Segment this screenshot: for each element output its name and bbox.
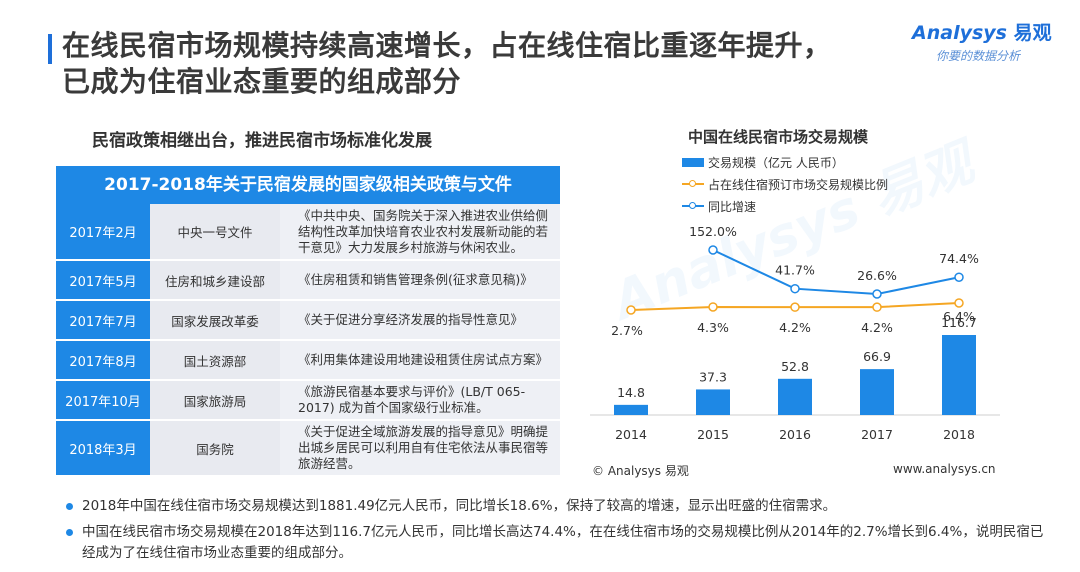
growth-value-label: 41.7% bbox=[775, 263, 815, 278]
policy-department: 国土资源部 bbox=[150, 340, 280, 381]
policy-row: 2017年5月 住房和城乡建设部 《住房租赁和销售管理条例(征求意见稿)》 bbox=[56, 260, 560, 301]
share-point bbox=[708, 302, 718, 312]
logo-slogan: 你要的数据分析 bbox=[936, 49, 1021, 63]
chart-title: 中国在线民宿市场交易规模 bbox=[688, 128, 869, 146]
policy-date: 2017年5月 bbox=[56, 260, 150, 301]
page-title-line2: 已成为住宿业态重要的组成部分 bbox=[62, 65, 462, 98]
summary-bullets: 2018年中国在线住宿市场交易规模达到1881.49亿元人民币，同比增长18.6… bbox=[66, 496, 1056, 569]
summary-bullet: 2018年中国在线住宿市场交易规模达到1881.49亿元人民币，同比增长18.6… bbox=[66, 496, 1056, 517]
policy-department: 住房和城乡建设部 bbox=[150, 260, 280, 301]
x-tick-label: 2014 bbox=[615, 427, 647, 442]
share-value-label: 6.4% bbox=[943, 309, 975, 324]
market-size-chart: 14.8 37.3 52.8 66.9 116.7 2014 2015 2016 2017 201… bbox=[590, 224, 1000, 442]
legend-label-share: 占在线住宿预订市场交易规模比例 bbox=[708, 177, 889, 192]
bar bbox=[696, 389, 730, 415]
policy-row: 2017年7月 国家发展改革委 《关于促进分享经济发展的指导性意见》 bbox=[56, 300, 560, 341]
policy-document: 《中共中央、国务院关于深入推进农业供给侧结构性改革加快培育农业农村发展新动能的若… bbox=[280, 204, 560, 261]
legend-label-volume: 交易规模（亿元 人民币） bbox=[708, 155, 844, 170]
legend-label-growth: 同比增速 bbox=[708, 199, 757, 214]
share-value-label: 4.3% bbox=[697, 320, 729, 335]
policy-date: 2018年3月 bbox=[56, 420, 150, 477]
policy-document: 《关于促进分享经济发展的指导性意见》 bbox=[280, 300, 560, 341]
policy-row: 2017年10月 国家旅游局 《旅游民宿基本要求与评价》(LB/T 065-2017… bbox=[56, 380, 560, 421]
policy-row: 2018年3月 国务院 《关于促进全域旅游发展的指导意见》明确提出城乡居民可以利用自… bbox=[56, 420, 560, 477]
logo-brand-name: nalysys bbox=[926, 22, 1007, 44]
legend-swatch-bar bbox=[682, 157, 704, 167]
legend-swatch-orange-line bbox=[682, 178, 704, 190]
policy-document: 《关于促进全域旅游发展的指导意见》明确提出城乡居民可以利用自有住宅依法从事民宿等… bbox=[280, 420, 560, 477]
chart-legend: 交易规模（亿元 人民币） 占在线住宿预订市场交易规模比例 同比增速 bbox=[682, 151, 888, 217]
growth-point bbox=[872, 289, 882, 299]
logo-brand-prefix: A bbox=[912, 22, 927, 44]
chart-url: www.analysys.cn bbox=[893, 462, 996, 476]
share-point bbox=[872, 302, 882, 312]
share-value-label: 2.7% bbox=[611, 323, 643, 338]
policy-date: 2017年2月 bbox=[56, 204, 150, 261]
policy-date: 2017年8月 bbox=[56, 340, 150, 381]
bar-value-label: 52.8 bbox=[781, 359, 809, 374]
policy-document: 《住房租赁和销售管理条例(征求意见稿)》 bbox=[280, 260, 560, 301]
x-tick-label: 2018 bbox=[943, 427, 975, 442]
x-tick-label: 2016 bbox=[779, 427, 811, 442]
legend-item-volume: 交易规模（亿元 人民币） bbox=[682, 151, 888, 173]
analysys-logo: Analysys 易观 你要的数据分析 bbox=[912, 18, 1062, 74]
policy-table-title: 2017-2018年关于民宿发展的国家级相关政策与文件 bbox=[56, 166, 560, 204]
policy-department: 中央一号文件 bbox=[150, 204, 280, 261]
policy-document: 《利用集体建设用地建设租赁住房试点方案》 bbox=[280, 340, 560, 381]
policy-department: 国务院 bbox=[150, 420, 280, 477]
summary-bullet: 中国在线民宿市场交易规模在2018年达到116.7亿元人民币，同比增长高达74.… bbox=[66, 522, 1056, 564]
bar bbox=[860, 369, 894, 415]
growth-point bbox=[790, 283, 800, 294]
x-tick-label: 2017 bbox=[861, 427, 893, 442]
policy-row: 2017年2月 中央一号文件 《中共中央、国务院关于深入推进农业供给侧结构性改革加快… bbox=[56, 204, 560, 261]
legend-item-share: 占在线住宿预订市场交易规模比例 bbox=[682, 173, 888, 195]
policy-date: 2017年10月 bbox=[56, 380, 150, 421]
bar-value-label: 116.7 bbox=[941, 315, 977, 330]
logo-brand-cn: 易观 bbox=[1013, 22, 1052, 44]
policy-document: 《旅游民宿基本要求与评价》(LB/T 065-2017) 成为首个国家级行业标准… bbox=[280, 380, 560, 421]
page-title-line1: 在线民宿市场规模持续高速增长，占在线住宿比重逐年提升， bbox=[62, 29, 832, 62]
title-accent-bar bbox=[48, 34, 52, 64]
growth-line bbox=[712, 249, 960, 296]
policy-heading: 民宿政策相继出台，推进民宿市场标准化发展 bbox=[92, 131, 432, 151]
bar bbox=[942, 335, 976, 415]
growth-value-label: 74.4% bbox=[939, 251, 979, 266]
policy-date: 2017年7月 bbox=[56, 300, 150, 341]
policy-row: 2017年8月 国土资源部 《利用集体建设用地建设租赁住房试点方案》 bbox=[56, 340, 560, 381]
policy-table: 2017年2月 中央一号文件 《中共中央、国务院关于深入推进农业供给侧结构性改革加快… bbox=[56, 204, 560, 477]
bar-value-label: 14.8 bbox=[617, 385, 645, 400]
chart-source: © Analysys 易观 bbox=[592, 464, 689, 478]
growth-value-label: 152.0% bbox=[689, 224, 737, 239]
policy-department: 国家旅游局 bbox=[150, 380, 280, 421]
legend-swatch-blue-line bbox=[682, 200, 704, 212]
growth-point bbox=[954, 272, 964, 282]
bar bbox=[614, 404, 648, 415]
x-tick-label: 2015 bbox=[697, 427, 729, 442]
logo-brand: Analysys 易观 bbox=[912, 18, 1062, 45]
legend-item-growth: 同比增速 bbox=[682, 195, 888, 217]
bar-value-label: 37.3 bbox=[699, 369, 727, 384]
share-point bbox=[954, 298, 964, 308]
share-point bbox=[626, 305, 636, 315]
growth-point bbox=[708, 245, 718, 255]
growth-value-label: 26.6% bbox=[857, 268, 897, 283]
share-point bbox=[790, 302, 800, 312]
bar-value-label: 66.9 bbox=[863, 349, 891, 364]
share-value-label: 4.2% bbox=[861, 320, 893, 335]
share-value-label: 4.2% bbox=[779, 320, 811, 335]
page-title: 在线民宿市场规模持续高速增长，占在线住宿比重逐年提升， 已成为住宿业态重要的组成… bbox=[62, 28, 922, 100]
policy-department: 国家发展改革委 bbox=[150, 300, 280, 341]
bar bbox=[778, 378, 812, 415]
